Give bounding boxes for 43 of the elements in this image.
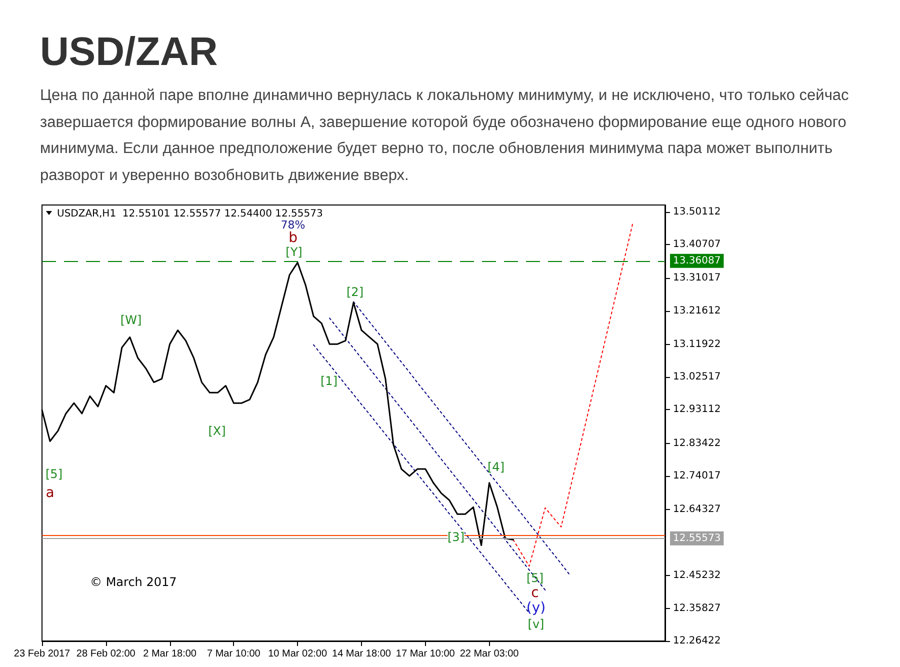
annotation: c [531,585,539,601]
y-tick-label: 12.74017 [673,470,721,482]
x-tick-label: 28 Feb 02:00 [76,648,136,660]
y-tick-label: 13.40707 [673,239,721,250]
annotation: [4] [488,460,504,474]
y-tick-label: 12.35827 [673,602,721,614]
y-tick-label: 12.26422 [673,636,721,646]
ref-line-label: 13.36087 [673,255,721,266]
annotation: [1] [320,374,338,388]
y-tick-label: 12.93112 [673,404,721,416]
annotation: [W] [120,313,142,327]
x-tick-label: 17 Mar 10:00 [396,648,456,660]
annotation: [X] [208,424,226,438]
ref-line-label: 12.55573 [673,532,721,544]
annotation: [Y] [286,245,302,259]
x-tick-label: 10 Mar 02:00 [268,648,328,660]
x-tick-label: 14 Mar 18:00 [332,648,392,660]
annotation: [v] [528,617,544,631]
y-tick-label: 13.50112 [673,206,721,218]
y-tick-label: 13.02517 [673,372,721,383]
y-tick-label: 13.21612 [673,305,721,316]
annotation: 78% [280,218,306,232]
annotation: [5] [526,571,544,585]
annotation: USDZAR,H1 12.55101 12.55577 12.54400 12.55573 [57,208,323,220]
x-tick-label: 22 Mar 03:00 [460,648,520,660]
y-tick-label: 13.31017 [673,272,721,284]
x-tick-label: 2 Mar 18:00 [143,648,197,660]
chart-title: USD/ZAR [40,30,219,75]
annotation: [5] [46,467,62,481]
y-tick-label: 12.64327 [673,504,721,515]
annotation: a [46,485,54,501]
y-tick-label: 12.83422 [673,438,721,449]
chart-subtitle: Цена по данной паре вполне динамично вернулась к локальному минимуму, и не исключено, что только сейчас завершается формирование волны А, завершение которой буде обозначено формирование еще одного нового минимума. Если данное предположение будет верно то, после обновления минимума пара может выполнить разворот и уверенно возобновить движение вверх. [40,86,850,186]
y-tick-label: 13.11922 [673,338,721,350]
annotation: [3] [448,530,464,544]
line-series [512,222,634,567]
annotation: [2] [346,285,364,299]
x-tick-label: 23 Feb 2017 [14,648,71,660]
annotation: (y) [526,600,546,616]
annotation: © March 2017 [90,575,177,589]
y-tick-label: 12.45232 [673,570,721,582]
annotation: b [288,230,298,246]
x-tick-label: 7 Mar 10:00 [207,648,261,660]
